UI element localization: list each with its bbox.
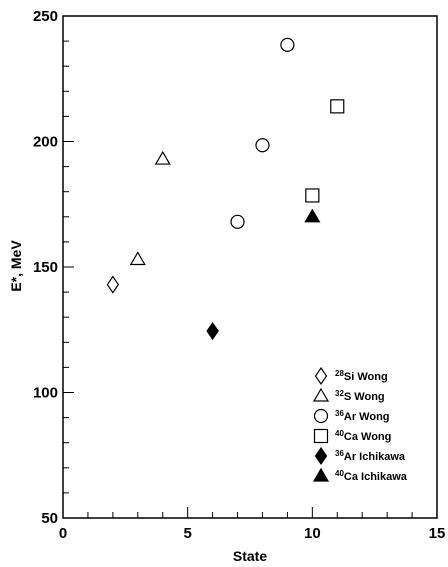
x-axis-title: State: [233, 548, 267, 564]
legend-entry-label: 36Ar Wong: [335, 409, 390, 423]
legend-marker: [314, 446, 328, 466]
y-tick-label: 50: [41, 510, 58, 527]
legend-entry-superscript: 40: [335, 469, 344, 478]
legend-entry-label: 36Ar Ichikawa: [335, 449, 406, 463]
data-point: [206, 321, 219, 341]
legend-entry-label: 28Si Wong: [335, 369, 388, 383]
legend-entry-superscript: 36: [335, 449, 344, 458]
data-point: [280, 37, 295, 52]
data-point: [106, 275, 120, 294]
data-point: [230, 214, 245, 229]
legend-marker: [313, 428, 329, 444]
legend-entry-name: S Wong: [344, 391, 385, 403]
data-point: [330, 99, 345, 114]
data-point: [305, 188, 320, 203]
x-tick-label: 10: [304, 525, 321, 542]
legend-entry-name: Ar Ichikawa: [344, 451, 406, 463]
legend-entry-label: 32S Wong: [335, 389, 385, 403]
legend-entry-name: Ca Ichikawa: [344, 471, 408, 483]
data-point: [255, 138, 270, 153]
data-point: [129, 251, 146, 266]
x-tick-label: 15: [429, 525, 446, 542]
x-tick-label: 0: [59, 525, 67, 542]
y-axis-title: E*, MeV: [8, 240, 24, 292]
x-tick-label: 5: [183, 525, 191, 542]
y-tick-label: 100: [33, 385, 58, 402]
legend-entry-superscript: 40: [335, 429, 344, 438]
data-point: [154, 150, 171, 165]
y-tick-label: 200: [33, 134, 58, 151]
legend-entry-name: Ar Wong: [344, 411, 390, 423]
y-tick-label: 150: [33, 259, 58, 276]
legend-marker: [313, 408, 329, 424]
legend-entry-superscript: 28: [335, 369, 344, 378]
legend-marker: [312, 387, 330, 402]
legend-entry-name: Si Wong: [344, 371, 388, 383]
legend-entry-superscript: 36: [335, 409, 344, 418]
data-point: [304, 208, 321, 223]
legend-entry-superscript: 32: [335, 389, 344, 398]
y-tick-label: 250: [33, 8, 58, 25]
legend-marker: [312, 467, 330, 482]
legend-entry-label: 40Ca Ichikawa: [335, 469, 408, 483]
legend-entry-name: Ca Wong: [344, 431, 391, 443]
legend-marker: [314, 366, 328, 386]
legend-entry-label: 40Ca Wong: [335, 429, 391, 443]
